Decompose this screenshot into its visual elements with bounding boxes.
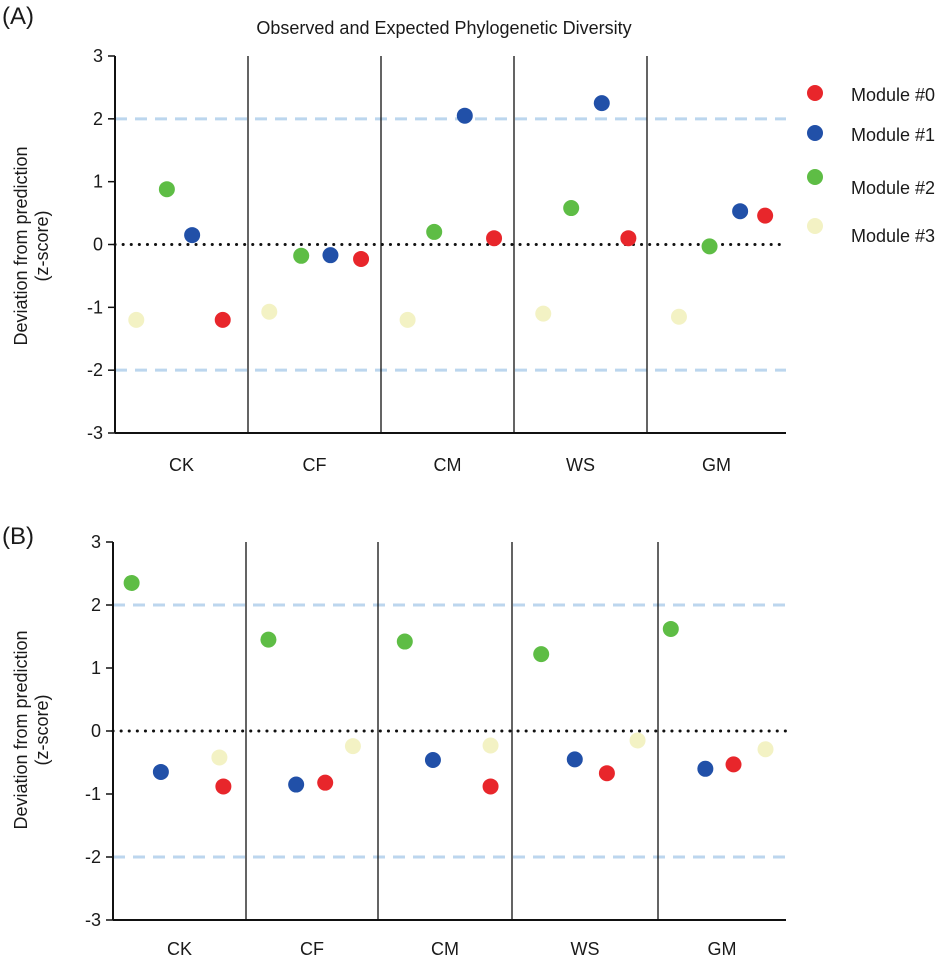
data-point	[670, 308, 687, 325]
data-point	[732, 203, 749, 220]
data-point	[322, 247, 339, 264]
data-point	[757, 207, 774, 224]
y-tick-label: 0	[91, 721, 101, 741]
data-point	[214, 311, 231, 328]
data-point	[629, 732, 646, 749]
y-tick-label: -2	[85, 847, 101, 867]
y-tick-label: -1	[87, 297, 103, 317]
data-point	[158, 181, 175, 198]
data-point	[697, 760, 714, 777]
panel-a-chart: (A) Observed and Expected Phylogenetic D…	[2, 3, 788, 475]
legend-item-module-0: Module #0	[807, 85, 935, 105]
data-point	[563, 200, 580, 217]
y-tick-label: 1	[93, 172, 103, 192]
panel-a-label: (A)	[2, 3, 34, 30]
y-tick-label: 1	[91, 658, 101, 678]
data-point	[486, 230, 503, 247]
data-point	[482, 737, 499, 754]
y-tick-label: 0	[93, 235, 103, 255]
x-category-label: CK	[169, 455, 194, 475]
y-tick-label: 2	[93, 109, 103, 129]
data-point	[152, 763, 169, 780]
legend: Module #0 Module #1 Module #2 Module #3	[807, 85, 935, 246]
legend-marker-module-3	[807, 218, 823, 234]
x-category-label: GM	[708, 939, 737, 959]
legend-marker-module-2	[807, 169, 823, 185]
panel-b-plot-area: 3 2 1 0 -1 -2 -3 CK CF CM WS GM	[85, 532, 788, 959]
chart-title: Observed and Expected Phylogenetic Diver…	[256, 18, 631, 38]
data-point	[399, 311, 416, 328]
panel-b-label: (B)	[2, 523, 34, 550]
data-point	[757, 741, 774, 758]
data-point	[426, 223, 443, 240]
y-tick-label: -2	[87, 360, 103, 380]
x-category-label: CM	[431, 939, 459, 959]
data-point	[701, 238, 718, 255]
data-point	[456, 107, 473, 124]
y-tick-label: 2	[91, 595, 101, 615]
panel-a-plot-area: 3 2 1 0 -1 -2 -3 CK CF CM WS GM	[87, 46, 788, 475]
x-category-label: WS	[571, 939, 600, 959]
data-point	[288, 776, 305, 793]
y-axis-label-units: (z-score)	[32, 695, 52, 766]
legend-item-module-2: Module #2	[807, 169, 935, 198]
data-point	[261, 303, 278, 320]
x-category-label: CF	[303, 455, 327, 475]
legend-label-module-0: Module #0	[851, 85, 935, 105]
data-point	[215, 778, 232, 795]
data-point	[725, 756, 742, 773]
x-category-label: CM	[434, 455, 462, 475]
data-point	[128, 311, 145, 328]
data-point	[184, 227, 201, 244]
data-point	[344, 738, 361, 755]
y-tick-label: -3	[85, 910, 101, 930]
x-category-label: GM	[702, 455, 731, 475]
y-tick-label: -1	[85, 784, 101, 804]
legend-label-module-2: Module #2	[851, 178, 935, 198]
data-point	[593, 95, 610, 112]
legend-label-module-3: Module #3	[851, 226, 935, 246]
data-point	[598, 765, 615, 782]
x-category-label: CF	[300, 939, 324, 959]
legend-marker-module-1	[807, 125, 823, 141]
y-axis-label-units: (z-score)	[32, 211, 52, 282]
data-point	[566, 751, 583, 768]
data-point	[293, 247, 310, 264]
legend-item-module-3: Module #3	[807, 218, 935, 246]
panel-b-chart: (B) Deviation from prediction (z-score) …	[2, 523, 788, 959]
data-point	[260, 631, 277, 648]
legend-item-module-1: Module #1	[807, 125, 935, 145]
y-axis-label: Deviation from prediction	[11, 146, 31, 345]
data-point	[211, 749, 228, 766]
data-point	[123, 574, 140, 591]
data-point	[482, 778, 499, 795]
legend-marker-module-0	[807, 85, 823, 101]
y-axis-label: Deviation from prediction	[11, 630, 31, 829]
y-tick-label: 3	[93, 46, 103, 66]
data-point	[353, 250, 370, 267]
y-tick-label: 3	[91, 532, 101, 552]
x-category-label: CK	[167, 939, 192, 959]
data-point	[620, 230, 637, 247]
data-point	[396, 633, 413, 650]
data-point	[317, 774, 334, 791]
legend-label-module-1: Module #1	[851, 125, 935, 145]
data-point	[533, 646, 550, 663]
y-axis-title: Deviation from prediction (z-score)	[11, 630, 52, 829]
y-tick-label: -3	[87, 423, 103, 443]
data-point	[662, 620, 679, 637]
x-category-label: WS	[566, 455, 595, 475]
y-axis-title: Deviation from prediction (z-score)	[11, 146, 52, 345]
data-point	[535, 305, 552, 322]
data-point	[424, 751, 441, 768]
